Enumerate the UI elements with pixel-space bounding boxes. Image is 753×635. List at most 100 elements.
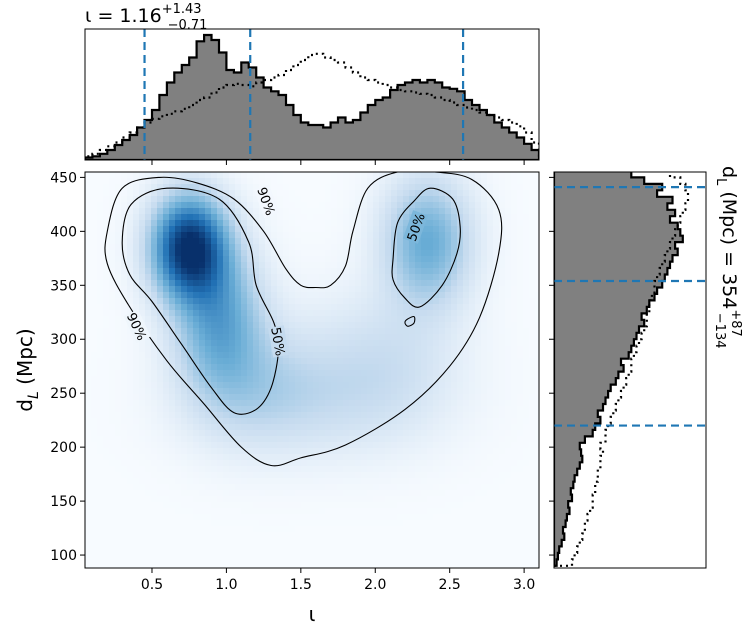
density-cell: [373, 298, 380, 305]
density-cell: [223, 388, 230, 395]
density-cell: [133, 550, 140, 557]
density-cell: [157, 250, 164, 257]
density-cell: [319, 298, 326, 305]
density-cell: [229, 400, 236, 407]
density-cell: [151, 352, 158, 359]
density-cell: [157, 538, 164, 545]
density-cell: [523, 520, 530, 527]
density-cell: [421, 250, 428, 257]
density-cell: [127, 412, 134, 419]
density-cell: [349, 316, 356, 323]
density-cell: [91, 382, 98, 389]
density-cell: [253, 196, 260, 203]
density-cell: [121, 304, 128, 311]
density-cell: [217, 310, 224, 317]
density-cell: [199, 274, 206, 281]
density-cell: [175, 454, 182, 461]
density-cell: [331, 442, 338, 449]
density-cell: [127, 514, 134, 521]
density-cell: [415, 520, 422, 527]
density-cell: [511, 190, 518, 197]
density-cell: [499, 268, 506, 275]
density-cell: [115, 436, 122, 443]
density-cell: [271, 412, 278, 419]
density-cell: [187, 244, 194, 251]
density-cell: [157, 472, 164, 479]
density-cell: [109, 376, 116, 383]
density-cell: [241, 178, 248, 185]
density-cell: [373, 406, 380, 413]
density-cell: [403, 262, 410, 269]
density-cell: [151, 382, 158, 389]
density-cell: [355, 460, 362, 467]
density-cell: [343, 478, 350, 485]
density-cell: [121, 208, 128, 215]
density-cell: [511, 478, 518, 485]
density-cell: [535, 220, 539, 227]
density-cell: [199, 436, 206, 443]
density-cell: [373, 196, 380, 203]
density-cell: [85, 376, 92, 383]
density-cell: [241, 286, 248, 293]
density-cell: [277, 208, 284, 215]
density-cell: [331, 328, 338, 335]
density-cell: [349, 442, 356, 449]
density-cell: [481, 508, 488, 515]
density-cell: [337, 358, 344, 365]
density-cell: [469, 280, 476, 287]
density-cell: [151, 538, 158, 545]
density-cell: [265, 538, 272, 545]
density-cell: [463, 454, 470, 461]
density-cell: [361, 538, 368, 545]
density-cell: [109, 532, 116, 539]
density-cell: [253, 262, 260, 269]
density-cell: [451, 226, 458, 233]
density-cell: [115, 250, 122, 257]
density-cell: [331, 376, 338, 383]
density-cell: [139, 478, 146, 485]
density-cell: [367, 244, 374, 251]
density-cell: [313, 400, 320, 407]
density-cell: [445, 298, 452, 305]
density-cell: [217, 382, 224, 389]
density-cell: [253, 526, 260, 533]
density-cell: [367, 328, 374, 335]
density-cell: [319, 388, 326, 395]
density-cell: [457, 436, 464, 443]
density-cell: [301, 436, 308, 443]
density-cell: [439, 202, 446, 209]
density-cell: [343, 532, 350, 539]
density-cell: [97, 298, 104, 305]
density-cell: [115, 466, 122, 473]
density-cell: [373, 232, 380, 239]
density-cell: [505, 352, 512, 359]
density-cell: [289, 262, 296, 269]
density-cell: [517, 316, 524, 323]
density-cell: [421, 316, 428, 323]
top-histogram: [85, 33, 539, 160]
density-cell: [331, 460, 338, 467]
density-cell: [157, 226, 164, 233]
density-cell: [133, 388, 140, 395]
density-cell: [421, 280, 428, 287]
density-cell: [403, 346, 410, 353]
density-cell: [295, 238, 302, 245]
density-cell: [427, 184, 434, 191]
density-cell: [187, 442, 194, 449]
density-cell: [115, 520, 122, 527]
density-cell: [367, 268, 374, 275]
density-cell: [451, 508, 458, 515]
density-cell: [271, 442, 278, 449]
density-cell: [433, 400, 440, 407]
density-cell: [283, 472, 290, 479]
density-cell: [145, 298, 152, 305]
density-cell: [367, 232, 374, 239]
density-cell: [241, 238, 248, 245]
density-cell: [127, 442, 134, 449]
density-cell: [199, 478, 206, 485]
density-cell: [301, 280, 308, 287]
density-cell: [409, 442, 416, 449]
density-cell: [457, 466, 464, 473]
density-cell: [379, 550, 386, 557]
density-cell: [427, 304, 434, 311]
